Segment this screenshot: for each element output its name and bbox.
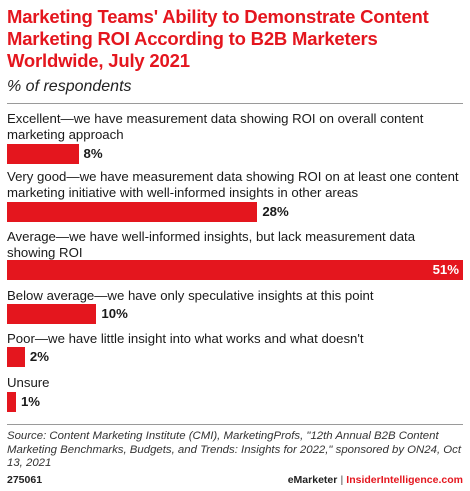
chart-title: Marketing Teams' Ability to Demonstrate … xyxy=(7,6,429,71)
category-label: Below average—we have only speculative i… xyxy=(7,288,374,303)
header-divider xyxy=(7,103,463,104)
category-label: Unsure xyxy=(7,375,50,390)
source-note: Source: Content Marketing Institute (CMI… xyxy=(7,430,461,469)
brand-footer: eMarketer | InsiderIntelligence.com xyxy=(288,474,463,486)
category-label: Excellent—we have measurement data showi… xyxy=(7,111,424,142)
bar xyxy=(7,260,463,280)
bar xyxy=(7,347,25,367)
brand-insider-intelligence: InsiderIntelligence.com xyxy=(346,474,463,486)
bar xyxy=(7,144,79,164)
category-label: Poor—we have little insight into what wo… xyxy=(7,331,364,346)
bar xyxy=(7,202,258,222)
chart-subtitle: % of respondents xyxy=(7,78,132,95)
value-label: 1% xyxy=(20,394,40,409)
brand-separator: | xyxy=(340,474,344,486)
bar xyxy=(7,304,97,324)
value-label: 28% xyxy=(262,204,289,219)
value-label: 8% xyxy=(83,146,103,161)
source-divider xyxy=(7,424,463,425)
brand-emarketer: eMarketer xyxy=(287,474,338,486)
bar xyxy=(7,392,16,412)
category-label: Very good—we have measurement data showi… xyxy=(7,169,459,200)
chart-id: 275061 xyxy=(7,474,43,486)
category-label: Average—we have well-informed insights, … xyxy=(7,229,416,260)
value-label: 2% xyxy=(29,349,49,364)
bar-chart: Excellent—we have measurement data showi… xyxy=(7,108,463,418)
value-label: 10% xyxy=(101,306,128,321)
value-label: 51% xyxy=(432,262,459,277)
